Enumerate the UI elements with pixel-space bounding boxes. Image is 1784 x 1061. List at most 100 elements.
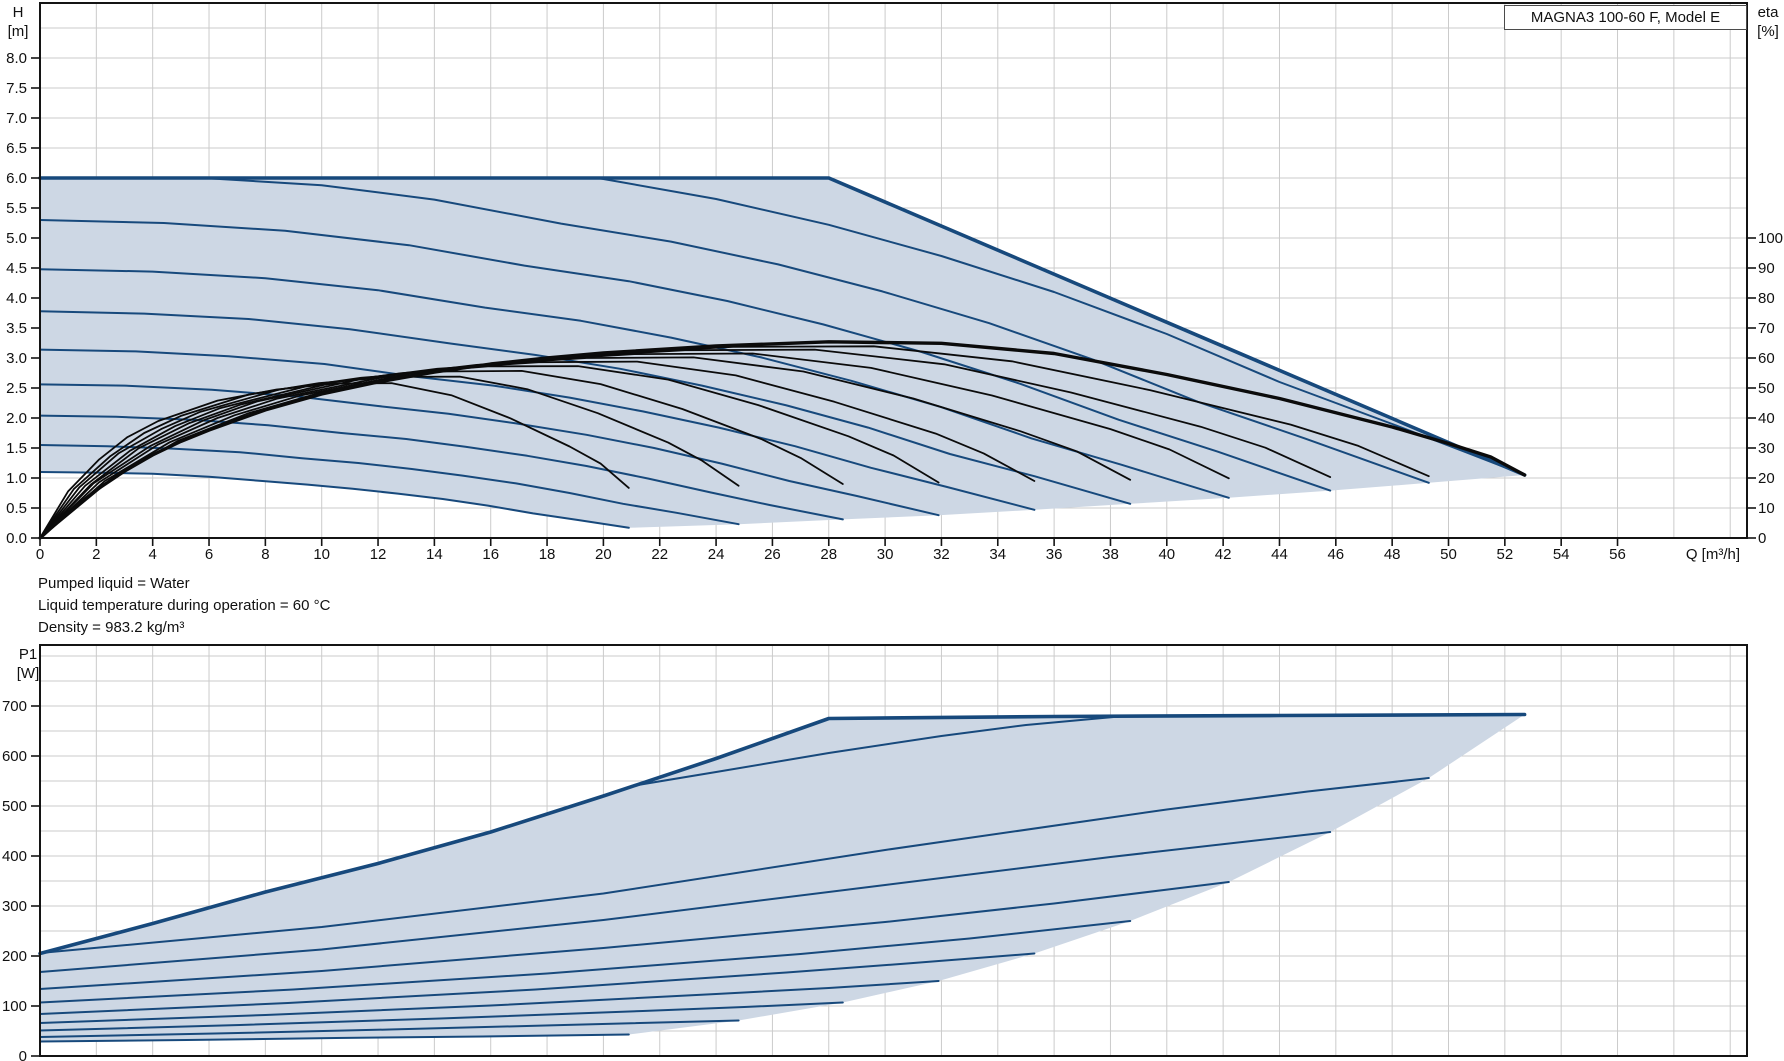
svg-text:1.0: 1.0 <box>6 470 27 487</box>
svg-text:5.5: 5.5 <box>6 200 27 217</box>
p1-axis-label-line1: P1 <box>18 646 38 663</box>
svg-text:52: 52 <box>1496 546 1513 563</box>
svg-text:0.5: 0.5 <box>6 500 27 517</box>
speed-curve-9 <box>39 444 740 526</box>
power-curve-8 <box>39 1001 844 1032</box>
svg-text:24: 24 <box>708 546 725 563</box>
svg-text:10: 10 <box>313 546 330 563</box>
eta-max-envelope-curve <box>38 340 1527 540</box>
svg-text:4: 4 <box>149 546 157 563</box>
svg-text:0: 0 <box>36 546 44 563</box>
svg-text:40: 40 <box>1758 410 1775 427</box>
svg-text:200: 200 <box>2 948 27 965</box>
svg-text:42: 42 <box>1215 546 1232 563</box>
svg-text:6: 6 <box>205 546 213 563</box>
h-axis-label-line2: [m] <box>7 23 29 40</box>
svg-text:30: 30 <box>877 546 894 563</box>
eta-curve-5 <box>39 356 1132 539</box>
power-curve-2 <box>39 777 1430 954</box>
speed-curve-6 <box>39 348 1036 511</box>
power-curve-9 <box>39 1019 740 1038</box>
svg-text:8.0: 8.0 <box>6 50 27 67</box>
svg-text:600: 600 <box>2 748 27 765</box>
svg-text:6.5: 6.5 <box>6 140 27 157</box>
svg-text:500: 500 <box>2 798 27 815</box>
svg-text:44: 44 <box>1271 546 1288 563</box>
svg-text:12: 12 <box>370 546 387 563</box>
svg-text:40: 40 <box>1158 546 1175 563</box>
svg-text:0: 0 <box>19 1048 27 1061</box>
svg-text:28: 28 <box>820 546 837 563</box>
eta-curve-8 <box>39 370 844 539</box>
svg-text:2.5: 2.5 <box>6 380 27 397</box>
max-speed-power-curve <box>630 715 1126 787</box>
pump-model-title: MAGNA3 100-60 F, Model E <box>1530 9 1721 26</box>
svg-text:400: 400 <box>2 848 27 865</box>
head-chart: 0 2 4 6 8 10 12 14 16 18 20 22 24 26 28 30 32 34 36 38 40 42 4… <box>6 2 1783 563</box>
speed-curve-5 <box>39 310 1132 505</box>
svg-text:30: 30 <box>1758 440 1775 457</box>
svg-text:5.0: 5.0 <box>6 230 27 247</box>
head-plot-frame <box>39 2 1748 539</box>
svg-text:700: 700 <box>2 698 27 715</box>
p1-axis-label: P1 [W] <box>8 645 48 683</box>
svg-text:32: 32 <box>933 546 950 563</box>
power-chart: 0 100 200 300 400 500 600 700 <box>2 644 1748 1061</box>
svg-text:4.0: 4.0 <box>6 290 27 307</box>
power-curve-3 <box>39 831 1332 973</box>
svg-text:7.0: 7.0 <box>6 110 27 127</box>
svg-text:8: 8 <box>261 546 269 563</box>
svg-text:3.5: 3.5 <box>6 320 27 337</box>
svg-text:0.0: 0.0 <box>6 530 27 547</box>
eta-curve-4 <box>39 352 1230 539</box>
speed-curve-4 <box>39 268 1230 499</box>
eta-curve-3 <box>39 348 1332 539</box>
power-operating-range-fill <box>40 714 1525 1042</box>
svg-text:34: 34 <box>989 546 1006 563</box>
operating-conditions: Pumped liquid = Water Liquid temperature… <box>38 573 330 639</box>
svg-text:100: 100 <box>1758 230 1783 247</box>
speed-curve-10 <box>39 471 630 529</box>
power-curve-6 <box>39 952 1036 1015</box>
svg-text:20: 20 <box>1758 470 1775 487</box>
q-axis-label: Q [m³/h] <box>1685 546 1740 563</box>
eta-curve-10 <box>39 382 630 539</box>
max-power-envelope-curve <box>38 712 1527 956</box>
svg-text:48: 48 <box>1384 546 1401 563</box>
power-curve-7 <box>39 980 940 1024</box>
svg-text:4.5: 4.5 <box>6 260 27 277</box>
svg-text:6.0: 6.0 <box>6 170 27 187</box>
head-ticks: 0 2 4 6 8 10 12 14 16 18 20 22 24 26 28 30 32 34 36 38 40 42 4… <box>6 50 1783 563</box>
condition-pumped-liquid: Pumped liquid = Water <box>38 575 190 592</box>
max-envelope-curve <box>38 176 1527 477</box>
svg-text:70: 70 <box>1758 320 1775 337</box>
svg-text:14: 14 <box>426 546 443 563</box>
power-curve-5 <box>39 920 1132 1004</box>
svg-text:56: 56 <box>1609 546 1626 563</box>
condition-liquid-temperature: Liquid temperature during operation = 60… <box>38 597 331 614</box>
svg-text:50: 50 <box>1440 546 1457 563</box>
svg-text:20: 20 <box>595 546 612 563</box>
svg-text:2: 2 <box>92 546 100 563</box>
head-operating-range-fill <box>40 178 1525 528</box>
power-curve-10 <box>39 1033 630 1043</box>
svg-text:46: 46 <box>1327 546 1344 563</box>
h-axis-label-line1: H <box>12 4 24 21</box>
eta-curve-9 <box>39 375 740 539</box>
power-curve-4 <box>39 881 1230 990</box>
svg-text:80: 80 <box>1758 290 1775 307</box>
svg-text:100: 100 <box>2 998 27 1015</box>
svg-text:18: 18 <box>539 546 556 563</box>
svg-text:90: 90 <box>1758 260 1775 277</box>
svg-text:7.5: 7.5 <box>6 80 27 97</box>
condition-density: Density = 983.2 kg/m³ <box>38 619 185 636</box>
svg-text:26: 26 <box>764 546 781 563</box>
p1-axis-label-line2: [W] <box>16 665 40 682</box>
svg-text:0: 0 <box>1758 530 1766 547</box>
svg-text:2.0: 2.0 <box>6 410 27 427</box>
svg-text:3.0: 3.0 <box>6 350 27 367</box>
svg-text:10: 10 <box>1758 500 1775 517</box>
svg-text:50: 50 <box>1758 380 1775 397</box>
